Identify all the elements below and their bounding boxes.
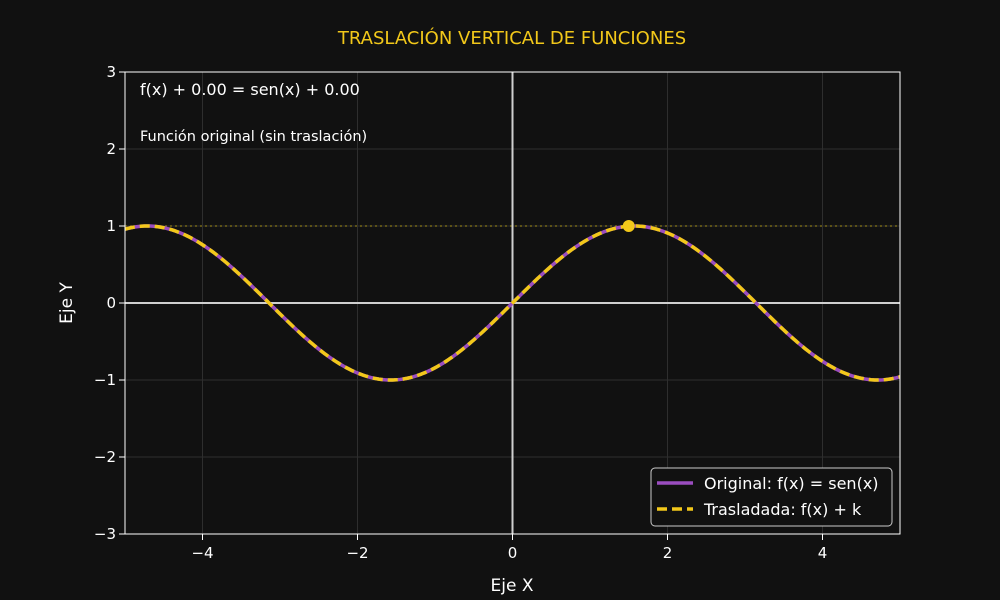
legend-label-translated: Trasladada: f(x) + k [703,500,862,519]
points-group [622,220,635,232]
chart-title: TRASLACIÓN VERTICAL DE FUNCIONES [337,27,686,49]
y-tick-label-1: −2 [94,448,116,466]
x-tick-label-0: −4 [191,544,213,562]
y-tick-label-5: 2 [106,140,116,158]
x-tick-label-1: −2 [346,544,368,562]
note-annotation: Función original (sin traslación) [140,129,367,145]
y-tick-label-3: 0 [106,294,116,312]
series-line-1 [124,224,901,382]
legend-box [650,467,893,527]
x-ticks: −4 −2 0 2 4 [191,534,827,562]
highlight-point [622,220,635,232]
x-axis-label: Eje X [491,576,534,596]
y-tick-label-4: 1 [106,217,116,235]
x-tick-label-3: 2 [663,544,673,562]
series-group [124,224,901,382]
x-tick-label-4: 4 [818,544,828,562]
y-axis-label: Eje Y [57,282,77,324]
y-tick-label-2: −1 [94,371,116,389]
y-tick-label-0: −3 [94,525,116,543]
x-tick-label-2: 0 [508,544,518,562]
equation-annotation: f(x) + 0.00 = sen(x) + 0.00 [140,80,360,99]
legend-label-original: Original: f(x) = sen(x) [704,474,879,493]
legend: Original: f(x) = sen(x) Trasladada: f(x)… [650,467,893,527]
y-ticks: −3 −2 −1 0 1 2 3 [94,63,125,543]
y-tick-label-6: 3 [106,63,116,81]
